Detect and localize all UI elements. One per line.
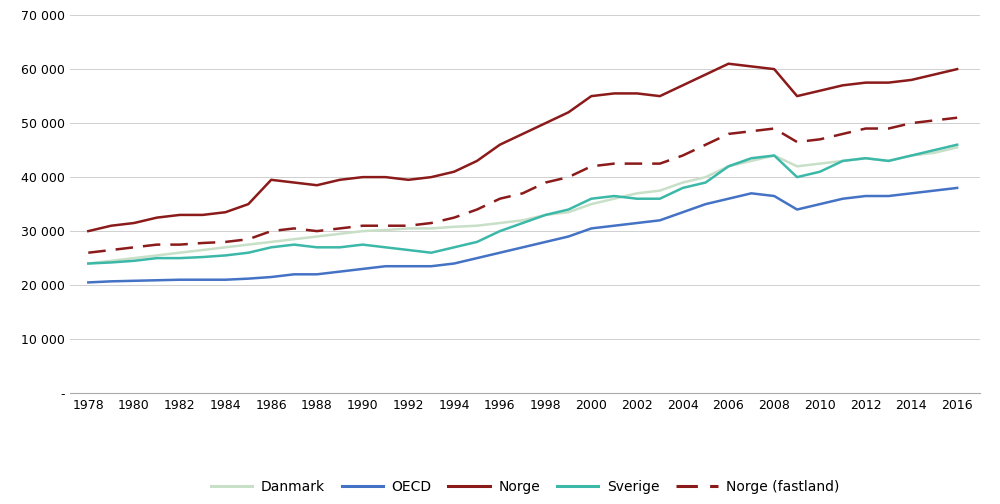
Legend: Danmark, OECD, Norge, Sverige, Norge (fastland): Danmark, OECD, Norge, Sverige, Norge (fa…: [205, 474, 845, 499]
